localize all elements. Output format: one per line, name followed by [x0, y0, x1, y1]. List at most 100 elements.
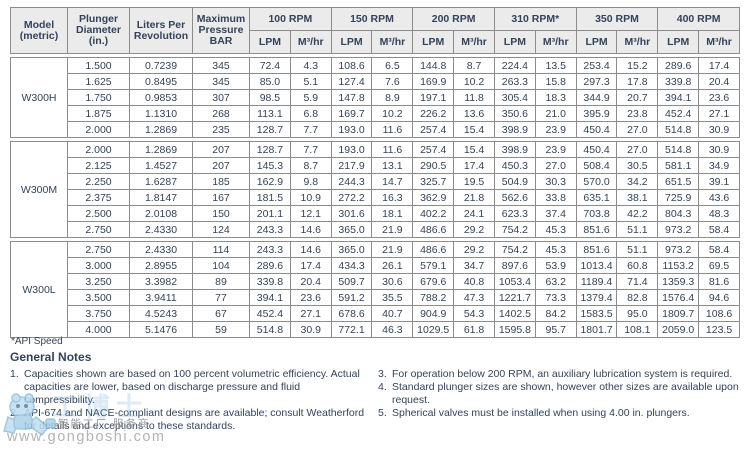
value-cell: 339.8 — [249, 273, 291, 290]
value-cell: 3.250 — [67, 273, 130, 290]
value-cell: 89 — [192, 273, 250, 290]
value-cell: 3.3982 — [129, 273, 193, 290]
value-cell: 45.3 — [534, 241, 577, 258]
value-cell: 46.3 — [371, 321, 414, 338]
value-cell: 207 — [192, 157, 250, 174]
note-number: 3. — [378, 368, 387, 380]
value-cell: 23.9 — [534, 141, 577, 158]
table-row: W300H 1.500 0.7239 345 72.4 4.3 108.6 6.5 144.8 8… — [10, 57, 740, 138]
table-row: 2.375 1.8147 167 181.5 10.9 272.2 16.3 362.9 21.… — [11, 189, 740, 206]
value-cell: 4.3 — [289, 57, 332, 74]
value-cell: 226.2 — [412, 105, 455, 122]
value-cell: 305.4 — [493, 89, 536, 106]
value-cell: 398.9 — [493, 121, 536, 138]
value-cell: 60.8 — [616, 257, 659, 274]
table-row: 2.750 2.4330 124 243.3 14.6 365.0 21.9 486.6 29.… — [11, 221, 740, 238]
value-cell: 307 — [192, 89, 250, 106]
value-cell: 1.500 — [67, 57, 130, 74]
table-row: 1.625 0.8495 345 85.0 5.1 127.4 7.6 169.9 10.2 26… — [11, 73, 740, 90]
value-cell: 54.3 — [453, 305, 495, 322]
value-cell: 0.9853 — [129, 89, 193, 106]
value-cell: 23.8 — [616, 105, 659, 122]
note-number: 2. — [10, 407, 19, 419]
subcol-m3hr: M³/hr — [371, 30, 414, 54]
value-cell: 128.7 — [249, 121, 291, 138]
value-cell: 1221.7 — [493, 289, 536, 306]
value-cell: 67 — [192, 305, 250, 322]
value-cell: 851.6 — [575, 241, 618, 258]
note-5: 5. Spherical valves must be installed wh… — [378, 407, 742, 420]
col-header-150rpm: 150 RPM — [330, 7, 414, 31]
value-cell: 34.9 — [698, 157, 740, 174]
value-cell: 59 — [192, 321, 250, 338]
col-header-max-pressure: Maximum Pressure BAR — [192, 7, 250, 54]
value-cell: 207 — [192, 141, 250, 158]
note-number: 1. — [10, 368, 19, 380]
value-cell: 34.7 — [453, 257, 495, 274]
value-cell: 27.1 — [698, 105, 740, 122]
value-cell: 678.6 — [330, 305, 373, 322]
value-cell: 5.1476 — [129, 321, 193, 338]
value-cell: 61.8 — [453, 321, 495, 338]
note-2: 2. API-674 and NACE-compliant designs ar… — [10, 407, 370, 433]
value-cell: 2.750 — [67, 241, 130, 258]
value-cell: 243.3 — [249, 241, 291, 258]
value-cell: 2.250 — [67, 173, 130, 190]
value-cell: 4.000 — [67, 321, 130, 338]
value-cell: 257.4 — [412, 141, 455, 158]
value-cell: 1029.5 — [412, 321, 455, 338]
value-cell: 69.5 — [698, 257, 740, 274]
value-cell: 40.8 — [453, 273, 495, 290]
table-row: 1.750 0.9853 307 98.5 5.9 147.8 8.9 197.1 11.8 30… — [11, 89, 740, 106]
value-cell: 3.000 — [67, 257, 130, 274]
value-cell: 243.3 — [249, 221, 291, 238]
value-cell: 1359.3 — [657, 273, 700, 290]
value-cell: 289.6 — [249, 257, 291, 274]
value-cell: 167 — [192, 189, 250, 206]
value-cell: 290.5 — [412, 157, 455, 174]
note-3: 3. For operation below 200 RPM, an auxil… — [378, 368, 742, 381]
value-cell: 20.4 — [698, 73, 740, 90]
value-cell: 24.1 — [453, 205, 495, 222]
subcol-lpm: LPM — [575, 30, 618, 54]
value-cell: 2.4330 — [129, 221, 193, 238]
value-cell: 147.8 — [330, 89, 373, 106]
value-cell: 8.9 — [371, 89, 414, 106]
value-cell: 18.1 — [371, 205, 414, 222]
value-cell: 5.1 — [289, 73, 332, 90]
subcol-lpm: LPM — [330, 30, 373, 54]
value-cell: 973.2 — [657, 241, 700, 258]
value-cell: 12.1 — [289, 205, 332, 222]
value-cell: 486.6 — [412, 221, 455, 238]
subcol-m3hr: M³/hr — [698, 30, 740, 54]
value-cell: 345 — [192, 57, 250, 74]
value-cell: 1.1310 — [129, 105, 193, 122]
value-cell: 95.7 — [534, 321, 577, 338]
value-cell: 224.4 — [493, 57, 536, 74]
value-cell: 34.2 — [616, 173, 659, 190]
value-cell: 98.5 — [249, 89, 291, 106]
model-name-cell: W300M — [10, 141, 68, 238]
table-row: 3.250 3.3982 89 339.8 20.4 509.7 30.6 679.6 40.8… — [11, 273, 740, 290]
value-cell: 10.2 — [453, 73, 495, 90]
value-cell: 40.7 — [371, 305, 414, 322]
value-cell: 193.0 — [330, 121, 373, 138]
value-cell: 51.1 — [616, 221, 659, 238]
value-cell: 14.6 — [289, 241, 332, 258]
value-cell: 30.3 — [534, 173, 577, 190]
value-cell: 77 — [192, 289, 250, 306]
header-row-units: LPM M³/hr LPM M³/hr LPM M³/hr LPM M³/hr … — [11, 30, 740, 54]
table-row: 2.250 1.6287 185 162.9 9.8 244.3 14.7 325.7 19.5… — [11, 173, 740, 190]
value-cell: 725.9 — [657, 189, 700, 206]
value-cell: 21.9 — [371, 241, 414, 258]
value-cell: 15.8 — [534, 73, 577, 90]
value-cell: 29.2 — [453, 221, 495, 238]
value-cell: 33.8 — [534, 189, 577, 206]
value-cell: 10.9 — [289, 189, 332, 206]
value-cell: 51.1 — [616, 241, 659, 258]
note-4: 4. Standard plunger sizes are shown, how… — [378, 381, 742, 407]
value-cell: 257.4 — [412, 121, 455, 138]
value-cell: 108.6 — [330, 57, 373, 74]
value-cell: 973.2 — [657, 221, 700, 238]
value-cell: 145.3 — [249, 157, 291, 174]
